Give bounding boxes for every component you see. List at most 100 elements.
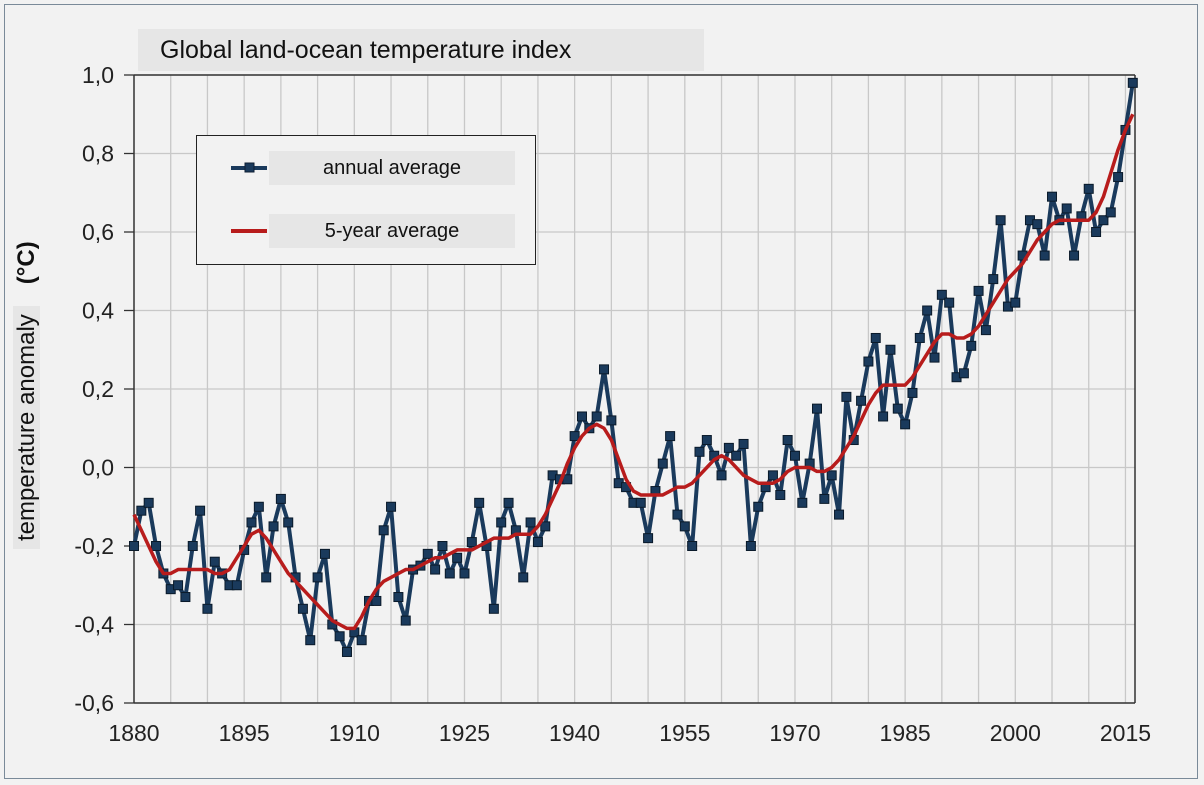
annual-marker <box>341 646 352 657</box>
y-tick-label: -0,4 <box>74 612 114 638</box>
annual-marker <box>173 580 184 591</box>
annual-marker <box>422 548 433 559</box>
y-tick-label: 0,2 <box>82 376 114 402</box>
x-tick-label: 1955 <box>659 720 710 746</box>
annual-marker <box>819 493 830 504</box>
annual-marker <box>400 615 411 626</box>
annual-marker <box>782 435 793 446</box>
annual-marker <box>386 501 397 512</box>
annual-marker <box>731 450 742 461</box>
y-tick-label: -0,6 <box>74 690 114 716</box>
annual-marker <box>973 285 984 296</box>
x-tick-label: 2015 <box>1100 720 1151 746</box>
legend-swatch-5yr <box>231 229 267 233</box>
legend-label-annual: annual average <box>269 151 515 185</box>
annual-marker <box>187 541 198 551</box>
y-tick-label: 0,4 <box>82 298 114 324</box>
annual-marker <box>944 297 955 308</box>
annual-marker <box>305 635 316 646</box>
annual-marker <box>995 215 1006 226</box>
y-axis-unit: (°C) <box>13 241 40 285</box>
annual-marker <box>922 305 933 316</box>
y-tick-label: -0,2 <box>74 533 114 559</box>
annual-marker <box>312 572 323 583</box>
annual-marker <box>209 556 220 567</box>
annual-marker <box>334 631 345 642</box>
x-tick-label: 1910 <box>329 720 380 746</box>
axes <box>124 74 1136 704</box>
tick-labels: 1,0 0,8 0,6 0,4 0,2 0,0 -0,2 -0,4 -0,6 1880 1895 19… <box>74 62 1151 746</box>
annual-marker <box>452 552 463 563</box>
annual-marker <box>687 541 698 551</box>
annual-marker <box>988 274 999 285</box>
annual-marker <box>261 572 272 583</box>
annual-marker <box>569 431 580 442</box>
annual-marker <box>576 411 587 422</box>
annual-marker <box>1032 219 1043 230</box>
annual-marker <box>980 325 991 336</box>
annual-marker <box>437 541 448 551</box>
annual-marker <box>474 497 485 508</box>
annual-marker <box>283 517 294 528</box>
annual-marker <box>1083 183 1094 194</box>
annual-marker <box>723 442 734 453</box>
annual-marker <box>466 537 477 548</box>
annual-marker <box>599 364 610 375</box>
annual-marker <box>430 564 441 575</box>
annual-marker <box>1069 250 1080 261</box>
annual-marker <box>356 635 367 646</box>
legend-item-annual: annual average <box>197 151 537 185</box>
annual-marker <box>856 395 867 406</box>
annual-marker <box>371 595 382 606</box>
annual-marker <box>966 340 977 351</box>
annual-marker <box>834 509 845 520</box>
annual-marker <box>496 517 507 528</box>
annual-marker <box>841 391 852 402</box>
annual-marker <box>797 497 808 508</box>
annual-marker <box>900 419 911 430</box>
annual-marker <box>129 541 139 551</box>
annual-marker <box>878 411 889 422</box>
annual-marker <box>672 509 683 520</box>
annual-marker <box>767 470 778 481</box>
annual-marker <box>643 533 654 544</box>
y-axis-label-text: temperature anomaly <box>13 306 40 549</box>
annual-marker <box>151 541 162 551</box>
annual-marker <box>1061 203 1072 214</box>
annual-marker <box>518 572 529 583</box>
annual-marker <box>863 356 874 367</box>
annual-marker <box>753 501 764 512</box>
annual-marker <box>812 403 823 414</box>
annual-marker <box>253 501 264 512</box>
annual-marker <box>1047 191 1058 202</box>
annual-marker <box>268 521 279 532</box>
annual-marker <box>635 497 646 508</box>
annual-marker <box>503 497 514 508</box>
annual-marker <box>936 289 947 300</box>
x-tick-label: 1925 <box>439 720 490 746</box>
y-tick-label: 0,0 <box>82 455 114 481</box>
annual-marker <box>180 592 191 603</box>
annual-marker <box>885 344 896 355</box>
annual-marker <box>716 470 727 481</box>
annual-marker <box>1105 207 1116 218</box>
annual-marker <box>1091 227 1102 237</box>
annual-marker <box>775 489 786 500</box>
annual-marker <box>459 568 470 579</box>
legend-item-5yr: 5-year average <box>197 214 537 248</box>
annual-marker <box>679 521 690 532</box>
chart-title: Global land-ocean temperature index <box>138 29 704 71</box>
annual-marker <box>1127 77 1138 88</box>
x-tick-label: 1940 <box>549 720 600 746</box>
annual-marker <box>231 580 242 591</box>
y-tick-label: 1,0 <box>82 62 114 88</box>
legend: annual average 5-year average <box>196 135 536 265</box>
annual-marker <box>488 603 499 614</box>
annual-marker <box>745 541 756 551</box>
annual-marker <box>914 332 925 343</box>
annual-marker <box>319 548 330 559</box>
annual-marker <box>143 497 154 508</box>
five-year-line <box>132 113 1135 631</box>
annual-marker <box>1010 297 1021 308</box>
annual-marker <box>1039 250 1050 261</box>
